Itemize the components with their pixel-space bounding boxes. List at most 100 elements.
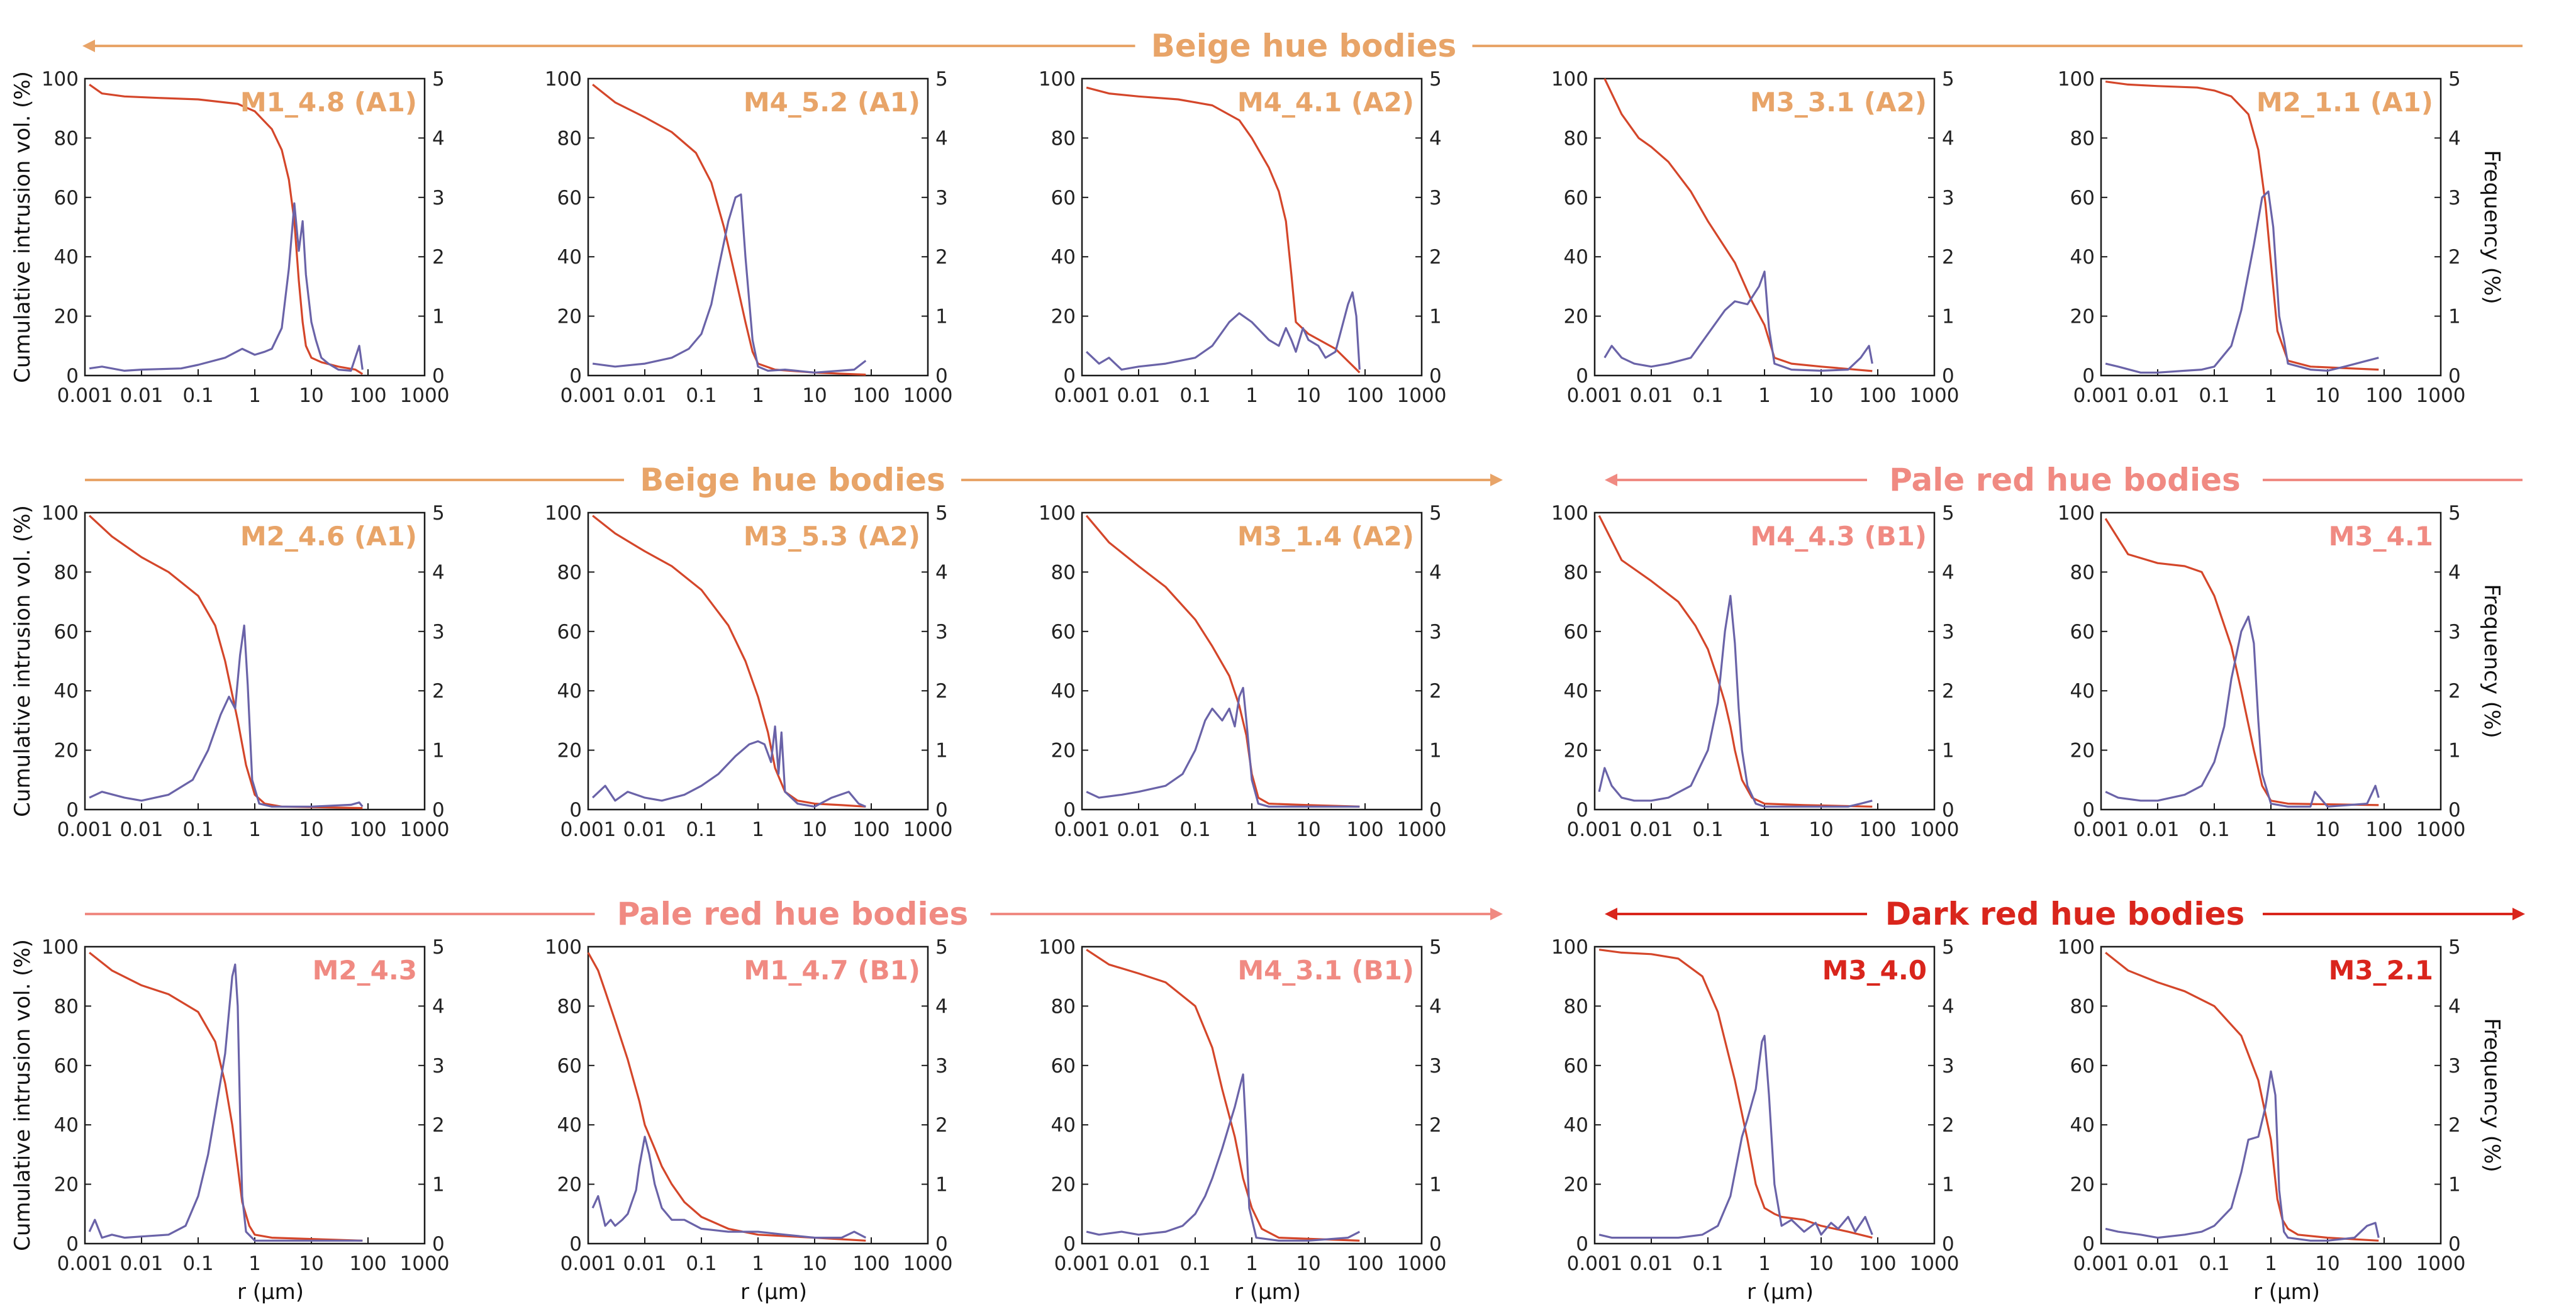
x-tick-label: 0.01 (1629, 384, 1673, 407)
panel-title: M3_1.4 (A2) (1237, 521, 1414, 552)
y-tick-label: 100 (2058, 936, 2095, 959)
plot-frame (1081, 511, 1423, 811)
y2-tick-label: 0 (935, 1233, 948, 1256)
y2-tick-label: 2 (1942, 246, 1954, 269)
y2-tick-label: 3 (2448, 187, 2461, 209)
x-tick-label: 1 (248, 1252, 261, 1275)
y-tick-label: 60 (1564, 621, 1588, 644)
x-tick-label: 100 (349, 818, 386, 841)
y-tick-label: 40 (1564, 1114, 1588, 1137)
x-tick-label: 1 (1758, 818, 1771, 841)
y-tick-label: 80 (54, 995, 79, 1018)
y-tick-label: 100 (545, 68, 582, 91)
x-tick-label: 100 (2365, 1252, 2402, 1275)
y-tick-label: 20 (1564, 1174, 1588, 1196)
x-tick-label: 1 (1758, 384, 1771, 407)
plot-frame (2100, 945, 2442, 1245)
y-tick-label: 80 (1564, 561, 1588, 584)
x-axis-label: r (µm) (740, 1279, 807, 1304)
y-tick-label: 100 (42, 502, 79, 525)
y-tick-label: 20 (2070, 740, 2095, 762)
chart-panel: 0.001 0.01 0.1 1 10 100 1000020406080100012345… (545, 68, 953, 407)
y2-tick-label: 2 (2448, 1114, 2461, 1137)
frequency-line (592, 193, 867, 374)
group-label: Pale red hue bodies (1889, 462, 2241, 498)
y2-tick-label: 3 (1942, 1055, 1954, 1078)
chart-panel: 0.001 0.01 0.1 1 10 100 1000020406080100012345… (1551, 936, 1960, 1304)
y2-tick-label: 2 (935, 1114, 948, 1137)
x-tick-label: 0.001 (2073, 1252, 2129, 1275)
panel-title: M1_4.8 (A1) (240, 87, 417, 118)
y2-tick-label: 0 (935, 799, 948, 822)
x-tick-label: 1 (1246, 384, 1258, 407)
x-tick-label: 0.001 (57, 818, 113, 841)
y2-tick-label: 4 (2448, 995, 2461, 1018)
x-tick-label: 0.001 (1054, 818, 1110, 841)
y2-tick-label: 0 (2448, 799, 2461, 822)
x-tick-label: 0.01 (1117, 818, 1160, 841)
y-tick-label: 80 (2070, 127, 2095, 150)
x-tick-label: 1000 (1910, 1252, 1960, 1275)
y2-tick-label: 3 (432, 621, 445, 644)
frequency-line (591, 1135, 867, 1239)
y-tick-label: 80 (54, 561, 79, 584)
cumulative-intrusion-line (592, 84, 866, 376)
x-tick-label: 0.01 (1117, 1252, 1160, 1275)
x-tick-label: 100 (1346, 384, 1383, 407)
y2-tick-label: 5 (1429, 68, 1442, 91)
y-tick-label: 100 (2058, 68, 2095, 91)
y-tick-label: 100 (42, 936, 79, 959)
x-tick-label: 0.1 (1692, 1252, 1723, 1275)
y-tick-label: 40 (1051, 1114, 1076, 1137)
group-banner: Pale red hue bodies (1605, 459, 2523, 498)
group-banner: Beige hue bodies (82, 25, 2523, 64)
y-tick-label: 0 (1063, 799, 1076, 822)
x-tick-label: 0.01 (2136, 1252, 2179, 1275)
x-tick-label: 100 (1346, 1252, 1383, 1275)
x-axis-label: r (µm) (237, 1279, 304, 1304)
panel-title: M4_4.1 (A2) (1237, 87, 1414, 118)
x-tick-label: 1000 (1910, 384, 1960, 407)
x-tick-label: 1 (2265, 384, 2277, 407)
y-tick-label: 60 (54, 1055, 79, 1078)
y2-tick-label: 4 (1942, 561, 1954, 584)
y-tick-label: 20 (2070, 1174, 2095, 1196)
y-tick-label: 80 (1564, 995, 1588, 1018)
x-tick-label: 10 (2315, 818, 2339, 841)
y-tick-label: 40 (557, 680, 582, 703)
chart-panel: 0.001 0.01 0.1 1 10 100 1000020406080100012345… (10, 68, 449, 407)
x-tick-label: 1 (752, 1252, 764, 1275)
chart-panel: 0.001 0.01 0.1 1 10 100 1000020406080100012345… (2058, 936, 2504, 1304)
x-tick-label: 0.1 (182, 384, 213, 407)
y-tick-label: 80 (2070, 995, 2095, 1018)
y-tick-label: 40 (1051, 680, 1076, 703)
y2-tick-label: 0 (1429, 1233, 1442, 1256)
y2-tick-label: 4 (1942, 127, 1954, 150)
y-tick-label: 0 (2082, 799, 2095, 822)
plot-frame (587, 77, 929, 377)
x-tick-label: 1000 (2416, 818, 2466, 841)
cumulative-intrusion-line (89, 84, 364, 375)
x-tick-label: 10 (1809, 384, 1833, 407)
y-tick-label: 40 (557, 1114, 582, 1137)
y2-tick-label: 0 (432, 1233, 445, 1256)
x-tick-label: 100 (1859, 818, 1896, 841)
x-tick-label: 0.1 (2199, 384, 2229, 407)
x-tick-label: 10 (1296, 384, 1320, 407)
x-tick-label: 0.001 (560, 1252, 616, 1275)
y-tick-label: 0 (1576, 799, 1588, 822)
x-tick-label: 100 (1859, 1252, 1896, 1275)
y2-tick-label: 4 (2448, 127, 2461, 150)
cumulative-intrusion-line (2105, 81, 2379, 371)
y-tick-label: 0 (1063, 365, 1076, 387)
x-tick-label: 0.001 (1054, 384, 1110, 407)
x-tick-label: 1 (1758, 1252, 1771, 1275)
panel-title: M3_3.1 (A2) (1750, 87, 1927, 118)
y2-tick-label: 4 (1429, 127, 1442, 150)
x-tick-label: 0.1 (1692, 384, 1723, 407)
chart-panel: 0.001 0.01 0.1 1 10 100 1000020406080100012345… (545, 936, 953, 1304)
panel-title: M1_4.7 (B1) (744, 955, 920, 986)
y2-tick-label: 1 (935, 1174, 948, 1196)
y2-tick-label: 3 (1942, 621, 1954, 644)
chart-panel: 0.001 0.01 0.1 1 10 100 1000020406080100012345… (545, 502, 953, 841)
